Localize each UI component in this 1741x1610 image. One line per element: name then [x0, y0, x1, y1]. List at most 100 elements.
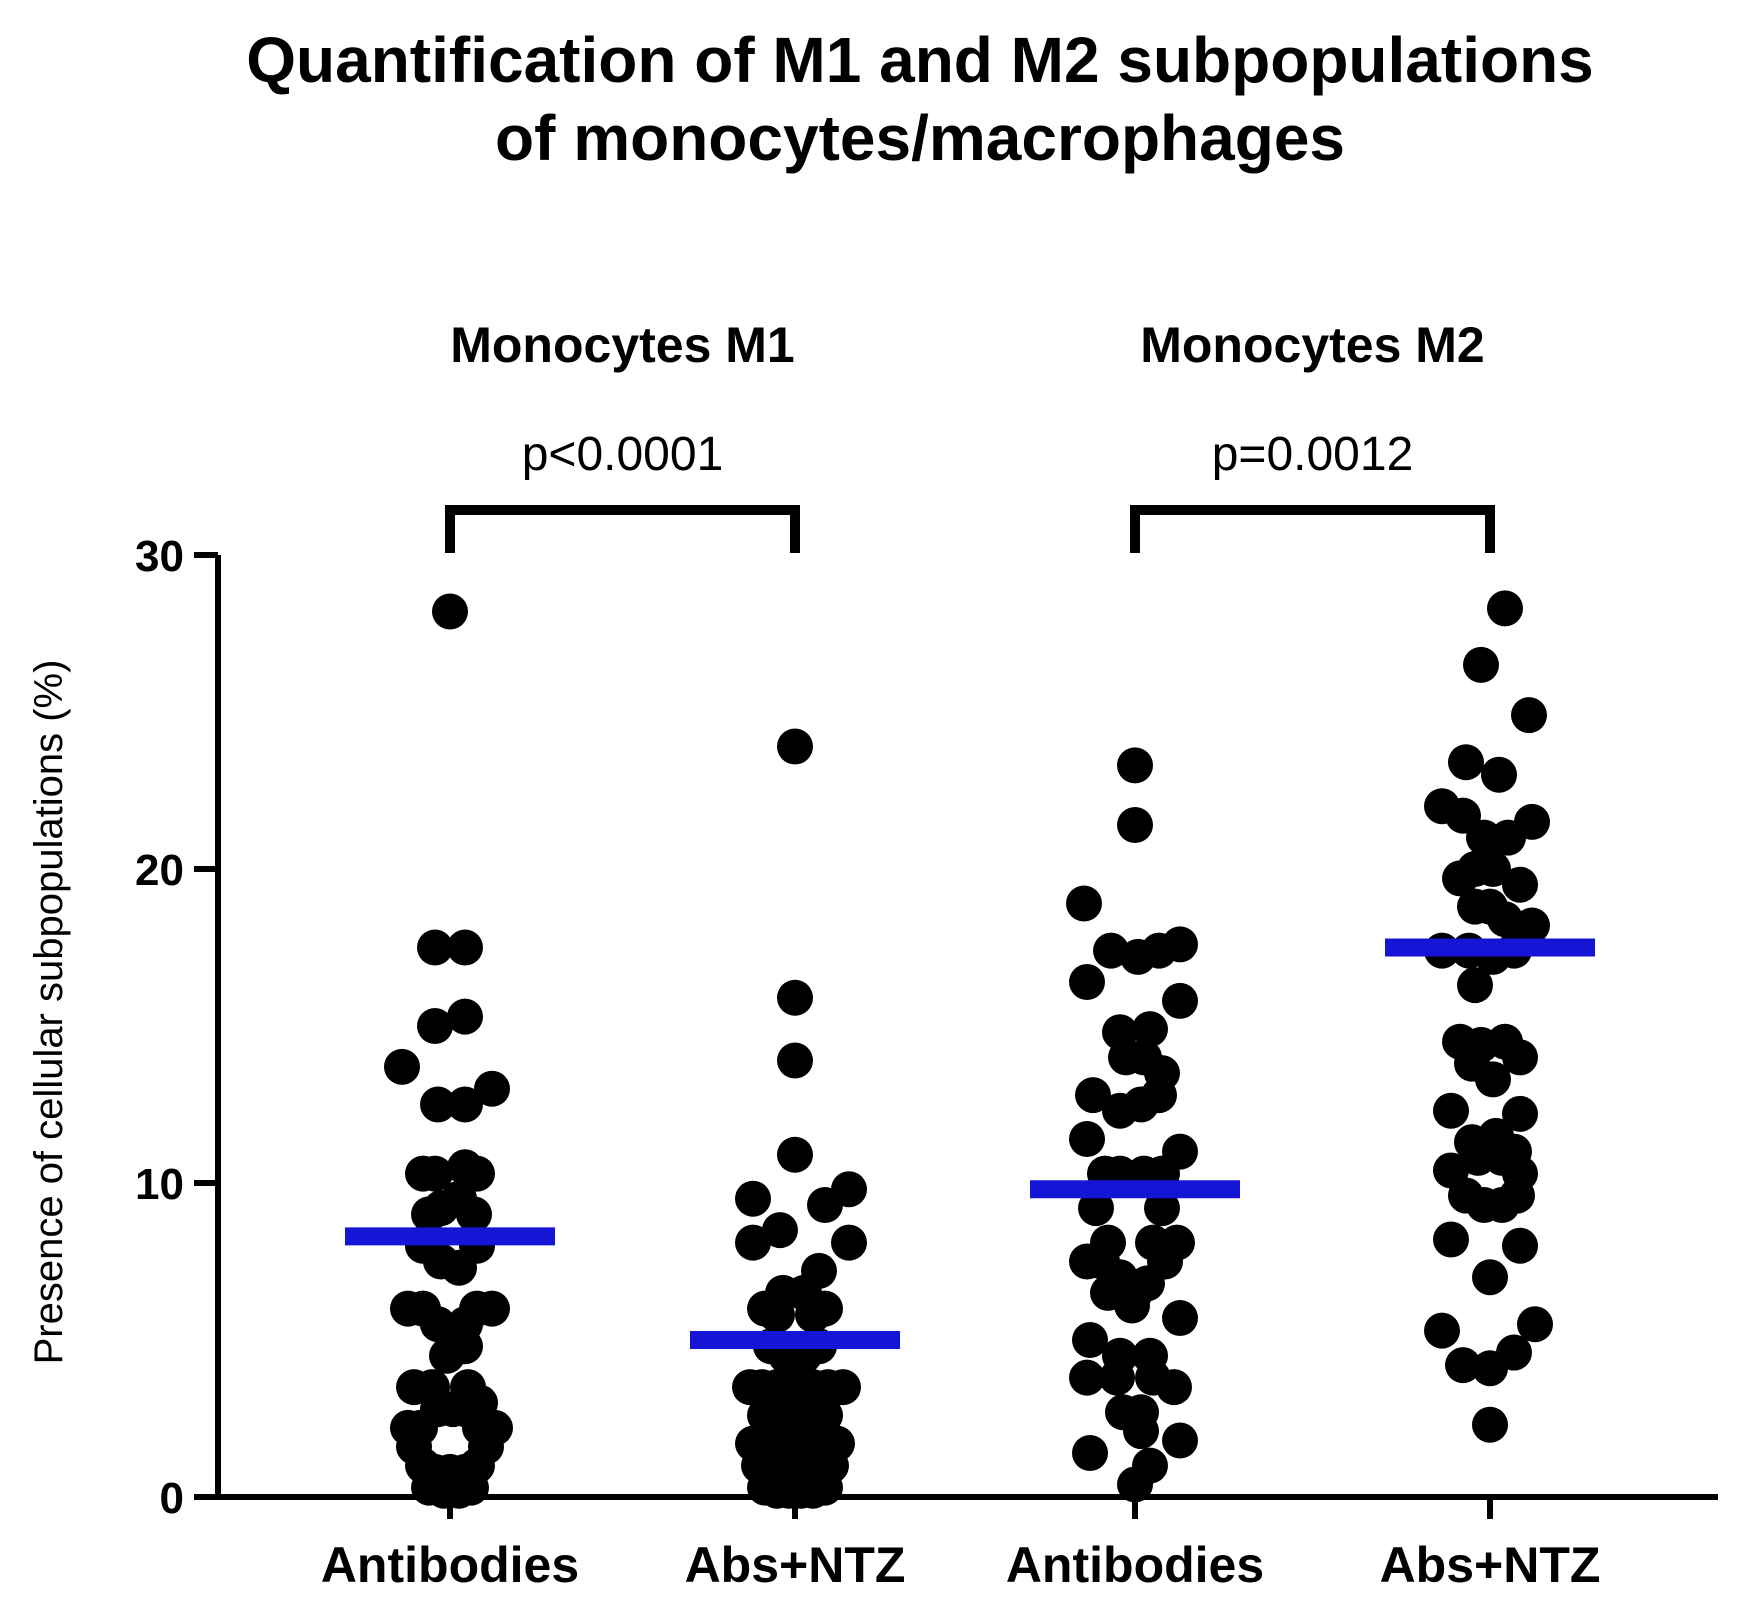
- data-point: [1502, 1095, 1538, 1132]
- data-point: [1490, 819, 1526, 856]
- data-point: [1069, 1121, 1105, 1158]
- data-point: [1141, 1077, 1177, 1114]
- data-point: [1069, 1359, 1105, 1396]
- data-point: [1499, 1177, 1535, 1214]
- y-tick-label: 0: [160, 1474, 184, 1523]
- data-point: [1514, 907, 1550, 944]
- data-point: [1066, 885, 1102, 922]
- data-point: [447, 929, 483, 966]
- data-point: [762, 1212, 798, 1249]
- p-value-label: p<0.0001: [522, 428, 724, 481]
- data-point: [777, 1042, 813, 1079]
- data-point: [1448, 744, 1484, 781]
- data-point: [807, 1290, 843, 1327]
- data-point: [1117, 747, 1153, 784]
- data-points: [384, 590, 1553, 1509]
- data-point: [777, 728, 813, 765]
- data-point: [1433, 1221, 1469, 1258]
- data-point: [1517, 1306, 1553, 1343]
- data-point: [447, 1086, 483, 1123]
- x-tick-label: Abs+NTZ: [1380, 1537, 1601, 1593]
- data-point: [759, 1296, 795, 1333]
- data-point: [1487, 590, 1523, 627]
- chart-title-line-1: Quantification of M1 and M2 subpopulatio…: [246, 24, 1594, 96]
- data-point: [474, 1070, 510, 1107]
- data-point: [807, 1397, 843, 1434]
- p-value-label: p=0.0012: [1212, 428, 1414, 481]
- x-tick-label: Abs+NTZ: [685, 1537, 906, 1593]
- group-label: Monocytes M1: [450, 317, 795, 373]
- data-point: [1481, 756, 1517, 793]
- significance-bracket: [1130, 505, 1495, 553]
- data-point: [1075, 1077, 1111, 1114]
- data-point: [1463, 646, 1499, 683]
- data-point: [1496, 1334, 1532, 1371]
- data-point: [777, 1136, 813, 1173]
- data-point: [474, 1290, 510, 1327]
- data-point: [1162, 982, 1198, 1019]
- group-annotations: Monocytes M1 p<0.0001 Monocytes M2 p=0.0012: [445, 317, 1495, 553]
- data-point: [777, 979, 813, 1016]
- data-point: [417, 1155, 453, 1192]
- data-point: [459, 1155, 495, 1192]
- data-point: [1078, 1190, 1114, 1227]
- data-point: [1117, 1466, 1153, 1503]
- data-point: [456, 1196, 492, 1233]
- data-point: [1147, 1243, 1183, 1280]
- data-point: [1093, 932, 1129, 969]
- significance-bracket: [445, 505, 800, 553]
- data-point: [1433, 1092, 1469, 1129]
- data-point: [1099, 1359, 1135, 1396]
- y-tick-label: 10: [135, 1160, 184, 1209]
- group-label: Monocytes M2: [1140, 317, 1485, 373]
- mean-lines: [345, 938, 1595, 1349]
- data-point: [1502, 1039, 1538, 1076]
- data-point: [420, 1306, 456, 1343]
- data-point: [1144, 1190, 1180, 1227]
- data-point: [1162, 1422, 1198, 1459]
- data-point: [1424, 1312, 1460, 1349]
- data-point: [1502, 1227, 1538, 1264]
- data-point: [447, 998, 483, 1035]
- chart-title: Quantification of M1 and M2 subpopulatio…: [246, 24, 1594, 174]
- data-point: [1502, 866, 1538, 903]
- data-point: [1475, 1061, 1511, 1098]
- data-point: [1132, 1011, 1168, 1048]
- data-point: [831, 1171, 867, 1208]
- chart-title-line-2: of monocytes/macrophages: [495, 102, 1345, 174]
- data-point: [1511, 697, 1547, 734]
- data-point: [1475, 851, 1511, 887]
- data-point: [807, 1469, 843, 1506]
- y-tick-label: 20: [135, 846, 184, 895]
- data-point: [825, 1369, 861, 1406]
- y-axis-label: Presence of cellular subpopulations (%): [27, 660, 71, 1365]
- data-point: [1123, 1413, 1159, 1450]
- data-point: [1445, 1347, 1481, 1384]
- data-point: [735, 1224, 771, 1261]
- data-point: [447, 1328, 483, 1365]
- data-point: [453, 1469, 489, 1506]
- data-point: [417, 1008, 453, 1044]
- data-point: [432, 593, 468, 630]
- data-point: [1162, 1300, 1198, 1337]
- data-point: [831, 1224, 867, 1261]
- y-tick-label: 30: [135, 532, 184, 581]
- data-point: [1487, 901, 1523, 938]
- data-point: [1162, 926, 1198, 963]
- data-point: [1457, 967, 1493, 1004]
- data-point: [735, 1180, 771, 1217]
- data-point: [1472, 1406, 1508, 1443]
- data-point: [417, 929, 453, 966]
- data-point: [1072, 1435, 1108, 1472]
- data-point: [1472, 1259, 1508, 1296]
- data-point: [420, 1086, 456, 1123]
- data-point: [1156, 1369, 1192, 1406]
- data-point: [384, 1048, 420, 1085]
- x-tick-label: Antibodies: [321, 1537, 579, 1593]
- x-tick-label: Antibodies: [1006, 1537, 1264, 1593]
- data-point: [1114, 1287, 1150, 1324]
- data-point: [1117, 807, 1153, 844]
- x-tick-labels: Antibodies Abs+NTZ Antibodies Abs+NTZ: [321, 1537, 1601, 1593]
- data-point: [1072, 1322, 1108, 1358]
